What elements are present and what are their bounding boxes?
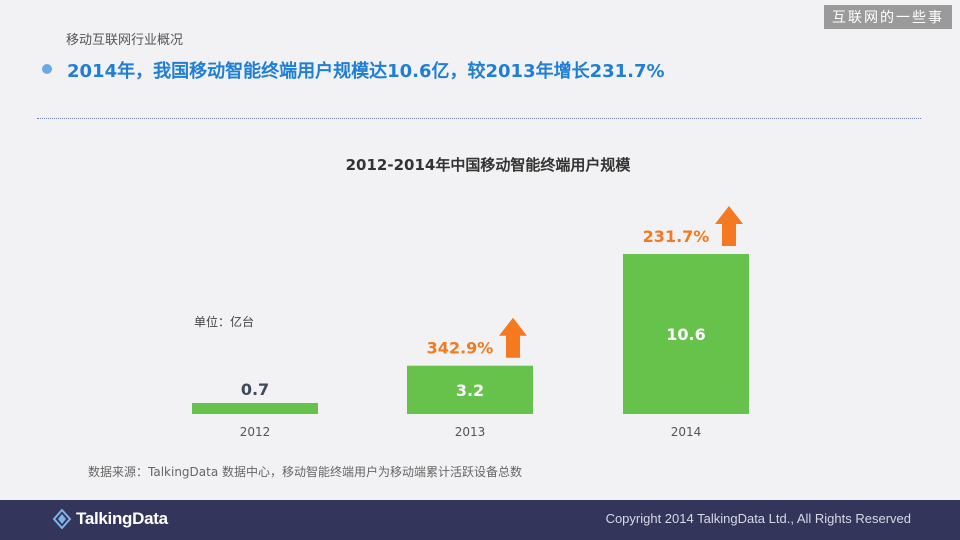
growth-label-2014: 231.7% <box>643 227 710 246</box>
logo-icon <box>52 509 72 529</box>
talkingdata-logo: TalkingData <box>52 509 168 529</box>
bullet-dot <box>42 64 52 74</box>
unit-label: 单位：亿台 <box>194 314 254 329</box>
bar-2013 <box>407 365 533 414</box>
tick-label-2014: 2014 <box>671 425 702 439</box>
footer: TalkingData Copyright 2014 TalkingData L… <box>0 500 960 540</box>
growth-arrow-icon <box>499 317 527 358</box>
value-label-2013: 3.2 <box>456 381 484 400</box>
headline: 2014年，我国移动智能终端用户规模达10.6亿，较2013年增长231.7% <box>67 61 665 82</box>
growth-label-2013: 342.9% <box>427 339 494 358</box>
bar-2014 <box>623 254 749 414</box>
logo-text: TalkingData <box>76 509 168 528</box>
value-label-2014: 10.6 <box>666 325 705 344</box>
value-label-2012: 0.7 <box>241 380 269 399</box>
copyright: Copyright 2014 TalkingData Ltd., All Rig… <box>605 511 911 526</box>
section-label: 移动互联网行业概况 <box>66 33 184 48</box>
source-note: 数据来源：TalkingData 数据中心，移动智能终端用户为移动端累计活跃设备… <box>88 465 523 479</box>
tick-label-2012: 2012 <box>240 425 271 439</box>
tick-label-2013: 2013 <box>455 425 486 439</box>
growth-arrow-icon <box>715 206 743 246</box>
bar-chart: 2012-2014年中国移动智能终端用户规模 单位：亿台 0.7 2012 3.2 2… <box>192 156 749 439</box>
divider <box>37 118 921 119</box>
bar-2012 <box>192 403 318 414</box>
chart-title: 2012-2014年中国移动智能终端用户规模 <box>346 156 632 174</box>
watermark-badge: 互联网的一些事 <box>824 5 952 29</box>
